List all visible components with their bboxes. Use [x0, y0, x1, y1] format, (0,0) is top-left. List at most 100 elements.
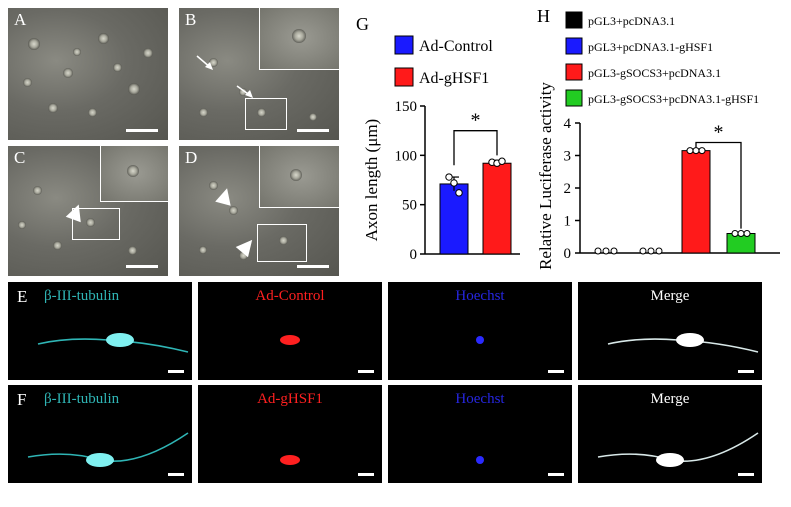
y-tick-label: 50 [402, 198, 417, 214]
zoom-inset [100, 146, 168, 202]
zoom-inset [259, 8, 339, 70]
scale-bar [168, 370, 184, 373]
scale-bar [126, 129, 158, 132]
scale-bar [297, 265, 329, 268]
cell [28, 38, 40, 50]
fluorescence-panel: β-III-tubulin [8, 385, 192, 483]
soma [86, 453, 114, 467]
cell [48, 103, 58, 113]
channel-label: Merge [650, 391, 690, 407]
y-tick-label: 0 [410, 247, 418, 263]
cell-image [37, 333, 189, 373]
bar [681, 150, 711, 254]
data-point [639, 247, 647, 255]
scale-bar [358, 370, 374, 373]
bar [439, 183, 469, 255]
significance-star: * [471, 110, 481, 132]
channel-label: Hoechst [455, 288, 505, 304]
significance-bracket [695, 141, 742, 229]
data-point [450, 179, 458, 187]
nucleus [476, 336, 484, 344]
significance-bracket [453, 130, 498, 166]
y-tick-label: 150 [395, 99, 418, 115]
cell [279, 236, 288, 245]
y-tick-label: 2 [564, 181, 572, 197]
channel-label: Ad-Control [255, 288, 325, 304]
legend-label: pGL3-gSOCS3+pcDNA3.1-gHSF1 [588, 92, 759, 106]
fluorescence-panel: Hoechst [388, 385, 572, 483]
soma [106, 333, 134, 347]
panel-label-d: D [185, 148, 198, 167]
cell [292, 29, 306, 43]
cell [290, 169, 302, 181]
legend-swatch [565, 37, 583, 55]
data-point [594, 247, 602, 255]
chart-h: 0 1 2 3 4 Relative Luciferase activity * pGL3+p… [536, 11, 780, 270]
cell-image [280, 335, 374, 373]
panel-label-b: B [185, 10, 197, 29]
data-point [602, 247, 610, 255]
scale-bar [297, 129, 329, 132]
legend-label: pGL3+pcDNA3.1-gHSF1 [588, 40, 713, 54]
cell [53, 241, 62, 250]
micrograph-d: D [179, 146, 339, 276]
data-point [731, 230, 739, 237]
panel-label-g: G [356, 14, 369, 34]
cell [73, 48, 81, 56]
cell-image [27, 432, 189, 476]
data-point [610, 247, 618, 255]
arrowhead-icon [65, 204, 81, 223]
data-point [455, 189, 463, 197]
fluorescence-panel: Ad-Control [198, 282, 382, 380]
arrow-icon [196, 55, 253, 98]
cell [18, 221, 26, 229]
scale-bar [738, 473, 754, 476]
y-tick-label: 1 [564, 214, 572, 230]
nucleus [476, 456, 484, 464]
cell [128, 246, 137, 255]
cell [229, 206, 238, 215]
soma [280, 455, 300, 465]
scale-bar [168, 473, 184, 476]
cell [199, 108, 208, 117]
micrograph-c: C [8, 146, 168, 276]
cell [127, 165, 139, 177]
micrograph-a: A [8, 8, 168, 140]
panel-label-h: H [537, 6, 550, 26]
arrowhead-icon [215, 188, 253, 258]
panel-label-e: E [17, 287, 28, 306]
micrograph-b: B [179, 8, 339, 140]
region-of-interest-box [245, 98, 287, 130]
soma [676, 333, 704, 347]
channel-label: Ad-gHSF1 [257, 391, 323, 407]
fluorescence-panel: β-III-tubulin [8, 282, 192, 380]
cell [128, 83, 140, 95]
data-point [743, 230, 751, 237]
legend-label: pGL3-gSOCS3+pcDNA3.1 [588, 66, 721, 80]
cell [113, 63, 122, 72]
scale-bar [358, 473, 374, 476]
y-tick-label: 4 [564, 116, 572, 132]
fluorescence-panel: Ad-gHSF1 [198, 385, 382, 483]
cell-image [597, 432, 759, 476]
channel-label: Merge [650, 288, 690, 304]
cell [23, 78, 32, 87]
cell [88, 108, 97, 117]
cell-image [280, 455, 374, 476]
bar [482, 162, 512, 255]
scale-bar [738, 370, 754, 373]
fluorescence-panel: Merge [578, 385, 762, 483]
panel-label-c: C [14, 148, 26, 167]
data-point [655, 247, 663, 255]
legend-label: pGL3+pcDNA3.1 [588, 14, 675, 28]
channel-label: β-III-tubulin [44, 391, 120, 407]
data-point [686, 147, 694, 155]
data-point [698, 147, 706, 155]
channel-label: Hoechst [455, 391, 505, 407]
y-axis-label: Relative Luciferase activity [536, 82, 555, 270]
legend-label: Ad-Control [419, 38, 493, 55]
cell [239, 88, 247, 96]
scale-bar [548, 473, 564, 476]
legend-label: Ad-gHSF1 [419, 70, 489, 87]
data-point [647, 247, 655, 255]
